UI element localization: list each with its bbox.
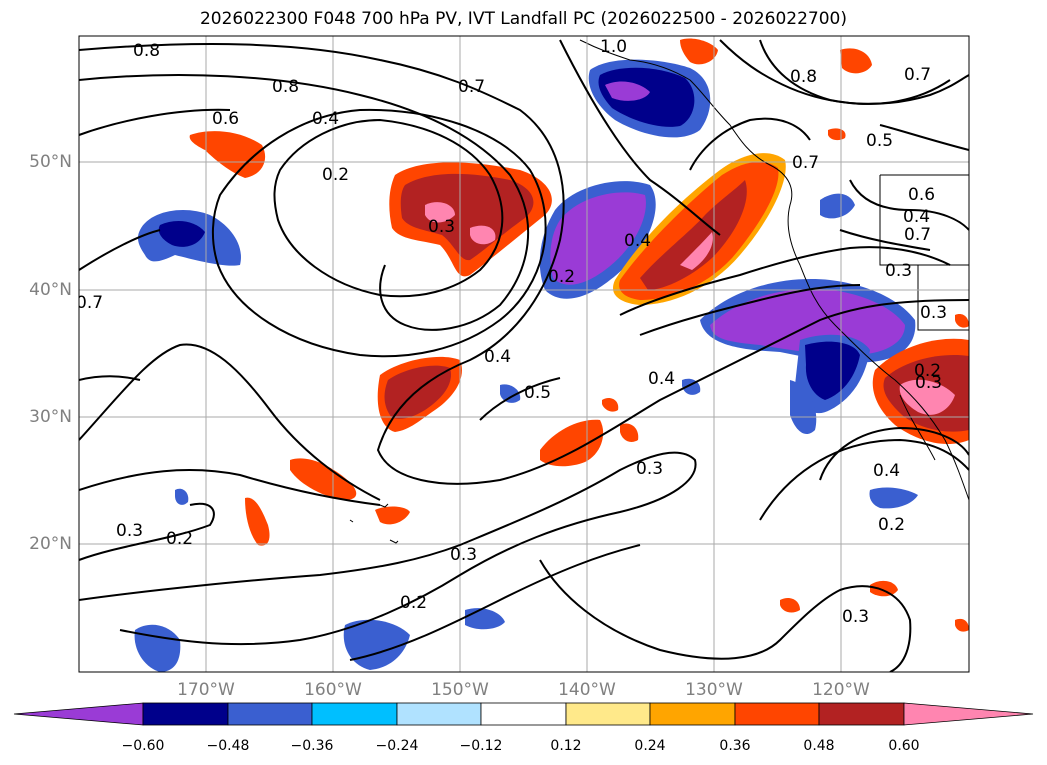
colorbar-tick: 0.36 bbox=[719, 738, 751, 754]
contour-label: 0.7 bbox=[904, 225, 931, 245]
lon-label: 120°W bbox=[812, 680, 870, 700]
contour-label: 0.4 bbox=[648, 369, 675, 389]
colorbar-tick: −0.60 bbox=[121, 738, 165, 754]
contour-label: 0.3 bbox=[636, 459, 663, 479]
lon-label: 170°W bbox=[177, 680, 235, 700]
contour-label: 0.4 bbox=[903, 207, 930, 227]
contour-label: 0.5 bbox=[866, 131, 893, 151]
colorbar-tick: −0.24 bbox=[375, 738, 419, 754]
contour-label: 0.4 bbox=[312, 109, 339, 129]
contour-label: 0.5 bbox=[524, 383, 551, 403]
contour-label: 0.2 bbox=[166, 529, 193, 549]
colorbar-tick: −0.48 bbox=[206, 738, 250, 754]
colorbar-tick: 0.24 bbox=[634, 738, 666, 754]
contour-label: 1.0 bbox=[600, 37, 627, 57]
contour-label: 0.2 bbox=[914, 361, 941, 381]
colorbar-tick: −0.36 bbox=[290, 738, 334, 754]
contour-label: 0.3 bbox=[915, 373, 942, 393]
lat-label: 50°N bbox=[29, 152, 72, 172]
contour-label: 0.6 bbox=[908, 185, 935, 205]
contour-label: 0.4 bbox=[484, 347, 511, 367]
lon-label: 150°W bbox=[431, 680, 489, 700]
lat-label: 30°N bbox=[29, 407, 72, 427]
colorbar-tick: −0.12 bbox=[459, 738, 503, 754]
contour-label: 0.4 bbox=[624, 231, 651, 251]
contour-label: 0.3 bbox=[116, 521, 143, 541]
contour-label: 0.2 bbox=[878, 515, 905, 535]
contour-label: 0.2 bbox=[548, 267, 575, 287]
contour-label: 0.7 bbox=[458, 77, 485, 97]
colorbar-segment bbox=[649, 702, 736, 726]
lon-label: 130°W bbox=[685, 680, 743, 700]
contour-label: 0.2 bbox=[400, 593, 427, 613]
contour-labels: 0.8 0.8 1.0 0.7 0.6 0.4 0.2 0.3 0.2 0.4 … bbox=[76, 37, 947, 627]
colorbar-segment bbox=[311, 702, 398, 726]
lon-label: 140°W bbox=[558, 680, 616, 700]
contour-label: 0.8 bbox=[272, 77, 299, 97]
contour-label: 0.7 bbox=[76, 293, 103, 313]
map-title: 2026022300 F048 700 hPa PV, IVT Landfall… bbox=[199, 9, 847, 29]
pv-contours bbox=[79, 39, 969, 672]
contour-label: 0.3 bbox=[842, 607, 869, 627]
lon-label: 160°W bbox=[304, 680, 362, 700]
colorbar-segment bbox=[227, 702, 313, 726]
colorbar-segment bbox=[565, 702, 651, 726]
contour-label: 0.2 bbox=[322, 165, 349, 185]
contour-label: 0.8 bbox=[790, 67, 817, 87]
contour-label: 0.7 bbox=[904, 65, 931, 85]
contour-label: 0.8 bbox=[133, 41, 160, 61]
colorbar-segment bbox=[13, 702, 144, 726]
contour-label: 0.3 bbox=[450, 545, 477, 565]
contour-label: 0.3 bbox=[428, 217, 455, 237]
colorbar-tick: 0.12 bbox=[550, 738, 582, 754]
colorbar bbox=[13, 702, 1034, 726]
colorbar-tick: 0.60 bbox=[888, 738, 920, 754]
colorbar-segment bbox=[396, 702, 482, 726]
colorbar-segment bbox=[818, 702, 905, 726]
colorbar-segment bbox=[142, 702, 229, 726]
contour-label: 0.3 bbox=[885, 261, 912, 281]
colorbar-segment bbox=[480, 702, 567, 726]
map-frame bbox=[78, 35, 970, 673]
colorbar-segment bbox=[903, 702, 1034, 726]
colorbar-segment bbox=[734, 702, 820, 726]
pc-shading bbox=[134, 38, 969, 672]
contour-label: 0.4 bbox=[873, 461, 900, 481]
colorbar-tick: 0.48 bbox=[803, 738, 835, 754]
contour-label: 0.6 bbox=[212, 109, 239, 129]
lat-label: 20°N bbox=[29, 534, 72, 554]
lat-label: 40°N bbox=[29, 280, 72, 300]
contour-label: 0.3 bbox=[920, 303, 947, 323]
contour-label: 0.7 bbox=[792, 153, 819, 173]
